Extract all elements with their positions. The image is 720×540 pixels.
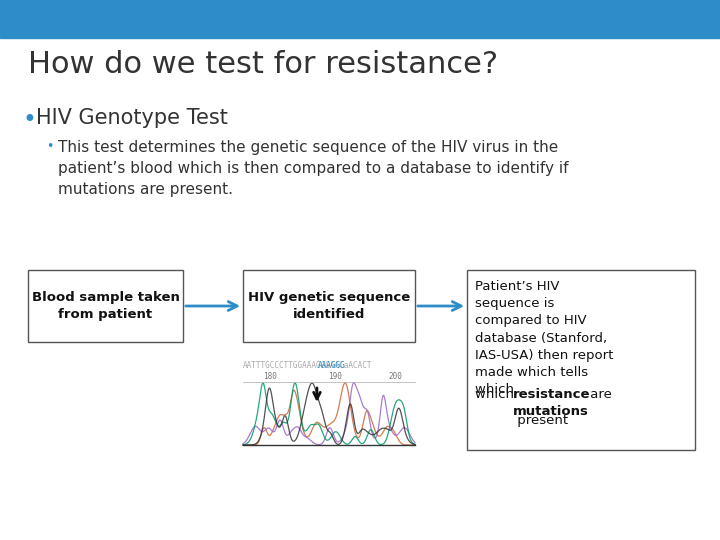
Text: Patient’s HIV
sequence is
compared to HIV
database (Stanford,
IAS-USA) then repo: Patient’s HIV sequence is compared to HI… xyxy=(475,280,613,396)
Text: which: which xyxy=(475,388,518,401)
Text: 180: 180 xyxy=(263,372,277,381)
Text: resistance
mutations: resistance mutations xyxy=(513,388,590,418)
Text: are: are xyxy=(586,388,612,401)
Text: •: • xyxy=(22,108,36,132)
Text: AATTTGCCCTTGGAAAGGGAACaACACT: AATTTGCCCTTGGAAAGGGAACaACACT xyxy=(243,361,372,370)
Text: This test determines the genetic sequence of the HIV virus in the
patient’s bloo: This test determines the genetic sequenc… xyxy=(58,140,569,197)
Text: 190: 190 xyxy=(328,372,342,381)
Text: HIV genetic sequence
identified: HIV genetic sequence identified xyxy=(248,291,410,321)
Text: HIV Genotype Test: HIV Genotype Test xyxy=(36,108,228,128)
Bar xyxy=(28,270,183,342)
Bar xyxy=(243,270,415,342)
Text: Blood sample taken
from patient: Blood sample taken from patient xyxy=(32,291,179,321)
Text: present: present xyxy=(513,414,568,427)
Bar xyxy=(467,270,695,450)
Text: How do we test for resistance?: How do we test for resistance? xyxy=(28,50,498,79)
Text: 200: 200 xyxy=(388,372,402,381)
Text: •: • xyxy=(46,140,53,153)
Text: AAAGGG: AAAGGG xyxy=(318,361,346,370)
Bar xyxy=(0,0,720,38)
